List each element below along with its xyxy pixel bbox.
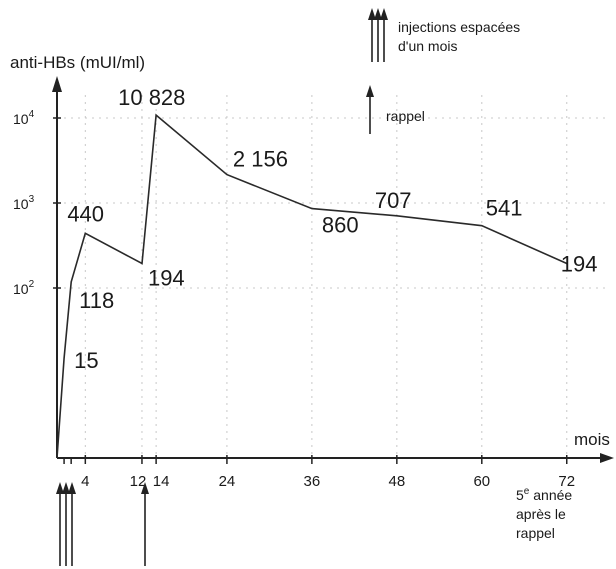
injections-note-line2: d'un mois	[398, 38, 457, 54]
rappel-arrow-top	[366, 85, 374, 134]
data-label-7: 860	[322, 213, 359, 238]
x-tick-label-7: 72	[558, 473, 575, 490]
data-label-5: 10 828	[118, 85, 185, 110]
data-label-6: 2 156	[233, 147, 288, 172]
injections-arrows-top	[368, 8, 388, 62]
y-tick-label-2: 104	[13, 109, 35, 127]
data-labels: 15 118 440 194 10 828 2 156 860 707 541 194	[67, 85, 597, 373]
fifth-year-rest: année	[529, 487, 572, 503]
fifth-year-sup: e	[524, 486, 530, 497]
fifth-year-note-line1: 5e année	[516, 486, 572, 503]
x-axis-arrowhead	[600, 453, 614, 463]
ticks: 102 103 104 4 12 14 24 36 48 60 72	[13, 109, 575, 490]
data-label-9: 541	[486, 196, 523, 221]
x-tick-label-2: 14	[153, 473, 170, 490]
rappel-note: rappel	[386, 108, 425, 124]
x-axis-label: mois	[574, 430, 610, 449]
injections-note-line1: injections espacées	[398, 19, 520, 35]
x-tick-label-1: 12	[130, 473, 147, 490]
data-label-3: 440	[67, 201, 104, 226]
y-axis-arrowhead	[52, 76, 62, 92]
data-label-10: 194	[561, 252, 598, 277]
y-tick-label-0: 102	[13, 279, 35, 297]
series-line	[56, 113, 568, 459]
injections-arrows-bottom	[56, 482, 76, 566]
x-tick-label-3: 24	[219, 473, 236, 490]
grid	[57, 95, 608, 458]
data-label-2: 118	[79, 288, 114, 313]
rappel-arrow-bottom	[141, 482, 149, 566]
fifth-year-note-line2: après le	[516, 506, 566, 522]
x-tick-label-4: 36	[304, 473, 321, 490]
y-axis-label: anti-HBs (mUI/ml)	[10, 53, 145, 72]
data-label-4: 194	[148, 266, 185, 291]
x-tick-label-0: 4	[81, 473, 89, 490]
data-label-8: 707	[375, 188, 412, 213]
fifth-year-note-line3: rappel	[516, 525, 555, 541]
axes	[52, 76, 614, 463]
fifth-year-num: 5	[516, 487, 524, 503]
y-tick-label-1: 103	[13, 194, 35, 212]
x-tick-label-6: 60	[473, 473, 490, 490]
x-tick-label-5: 48	[388, 473, 405, 490]
data-label-1: 15	[74, 348, 98, 373]
